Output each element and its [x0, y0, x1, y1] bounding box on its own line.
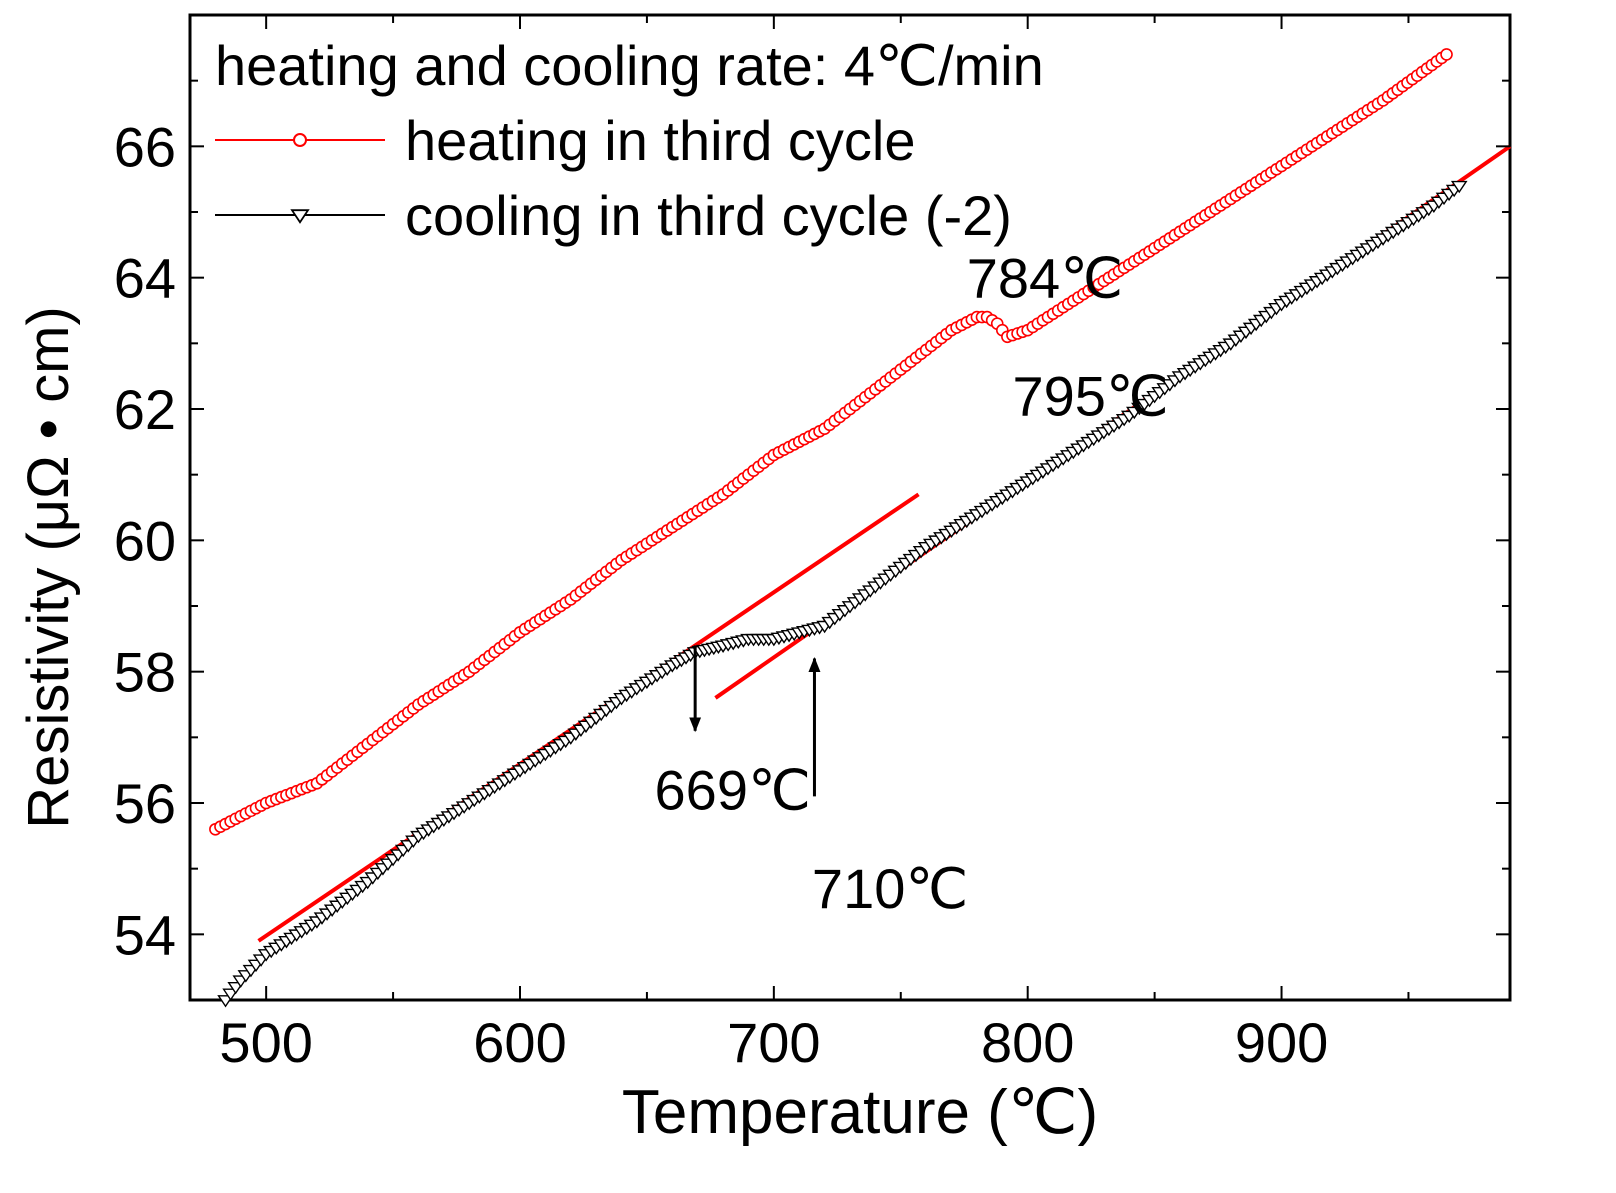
annotation-795: 795℃	[1012, 365, 1168, 428]
legend-marker-circle	[293, 133, 307, 147]
annotation-669: 669℃	[655, 759, 811, 822]
x-tick-label: 900	[1235, 1011, 1328, 1074]
y-tick-label: 66	[114, 115, 176, 178]
legend: heating and cooling rate: 4℃/min heating …	[215, 34, 1044, 247]
plot-frame	[188, 13, 1512, 1002]
data-point	[1440, 48, 1453, 61]
x-tick-label: 800	[981, 1011, 1074, 1074]
x-tick-label: 500	[219, 1011, 312, 1074]
y-axis-label: Resistivity (μΩ • cm)	[16, 306, 81, 828]
plot-border	[188, 13, 1512, 1002]
legend-label-cooling: cooling in third cycle (-2)	[405, 184, 1012, 247]
series-cooling	[217, 180, 1468, 1008]
y-tick-label: 64	[114, 247, 176, 310]
y-tick-label: 54	[114, 903, 176, 966]
x-axis-label: Temperature (℃)	[622, 1078, 1098, 1147]
y-tick-label: 56	[114, 772, 176, 835]
axis-labels: Temperature (℃) Resistivity (μΩ • cm)	[16, 306, 1098, 1147]
legend-label-heating: heating in third cycle	[405, 109, 916, 172]
data-point	[1450, 180, 1468, 194]
series-heating	[209, 48, 1453, 836]
x-tick-label: 600	[473, 1011, 566, 1074]
y-tick-label: 60	[114, 509, 176, 572]
x-tick-label: 700	[727, 1011, 820, 1074]
annotation-710: 710℃	[812, 857, 968, 920]
data-series	[209, 48, 1468, 1008]
annotation-784: 784℃	[967, 246, 1123, 309]
y-tick-label: 62	[114, 378, 176, 441]
y-tick-label: 58	[114, 641, 176, 704]
legend-title: heating and cooling rate: 4℃/min	[215, 34, 1044, 97]
legend-marker-triangle	[290, 209, 310, 224]
axis-ticks: 500 600 700 800 900 54 56 58 60 62 64 66	[114, 14, 1510, 1074]
